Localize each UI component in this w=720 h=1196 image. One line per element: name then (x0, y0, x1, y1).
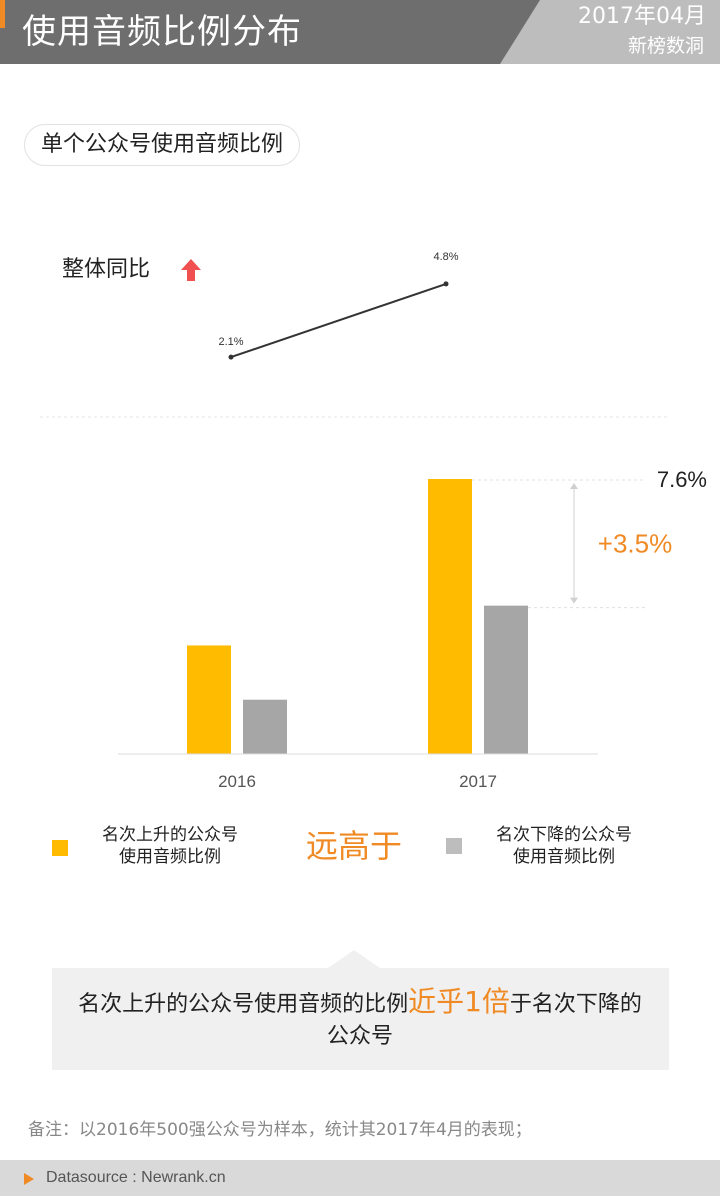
header-date: 2017年04月 (578, 4, 706, 29)
x-tick-2016: 2016 (218, 772, 256, 791)
section-title: 单个公众号使用音频比例 (24, 124, 301, 166)
legend-label-rising: 名次上升的公众号 使用音频比例 (102, 825, 238, 867)
header-source: 新榜数洞 (627, 35, 704, 57)
yoy-point-2017 (443, 281, 449, 287)
conclusion-text-after: 于名次下降的公众号 (326, 992, 642, 1049)
yoy-data-label-2016: 2.1% (218, 336, 243, 348)
conclusion-text: 名次上升的公众号使用音频的比例近乎1倍于名次下降的公众号 (70, 986, 650, 1053)
up-arrow-icon (181, 259, 201, 281)
legend-label-falling: 名次下降的公众号 使用音频比例 (496, 825, 632, 867)
page-title: 使用音频比例分布 (22, 12, 302, 52)
bar-falling-2017 (484, 605, 528, 754)
yoy-point-2016 (228, 354, 234, 360)
difference-arrow-down (570, 597, 578, 604)
bar-rising-2016 (187, 645, 231, 754)
conclusion-text-before: 名次上升的公众号使用音频的比例 (78, 992, 409, 1017)
top-value-label: 7.6% (657, 467, 707, 492)
difference-arrow-up (570, 483, 578, 489)
difference-label: +3.5% (598, 528, 672, 558)
conclusion-highlight: 近乎1倍 (408, 985, 510, 1018)
bar-rising-2017 (428, 479, 472, 754)
legend-swatch-rising (52, 840, 68, 856)
yoy-data-label-2017: 4.8% (433, 251, 458, 263)
yoy-label: 整体同比 (62, 257, 151, 282)
footnote: 备注：以2016年500强公众号为样本，统计其2017年4月的表现； (28, 1120, 532, 1140)
datasource-label: Datasource : Newrank.cn (46, 1169, 226, 1186)
conclusion-notch (328, 950, 380, 968)
legend-swatch-falling (446, 838, 462, 854)
header-bar: 使用音频比例分布 2017年04月 新榜数洞 (0, 0, 720, 64)
header-accent (0, 0, 5, 28)
yoy-series-line (230, 282, 447, 359)
footer-bar: Datasource : Newrank.cn (0, 1160, 720, 1196)
x-tick-2017: 2017 (459, 772, 497, 791)
play-arrow-icon (24, 1173, 34, 1185)
header-date-panel (500, 0, 720, 64)
conclusion-box (52, 968, 669, 1070)
bar-falling-2016 (243, 699, 287, 754)
chart: 2.1% 4.8% 2016 2017 7.6% +3.5% (40, 251, 707, 791)
legend-compare-text: 远高于 (306, 827, 403, 865)
